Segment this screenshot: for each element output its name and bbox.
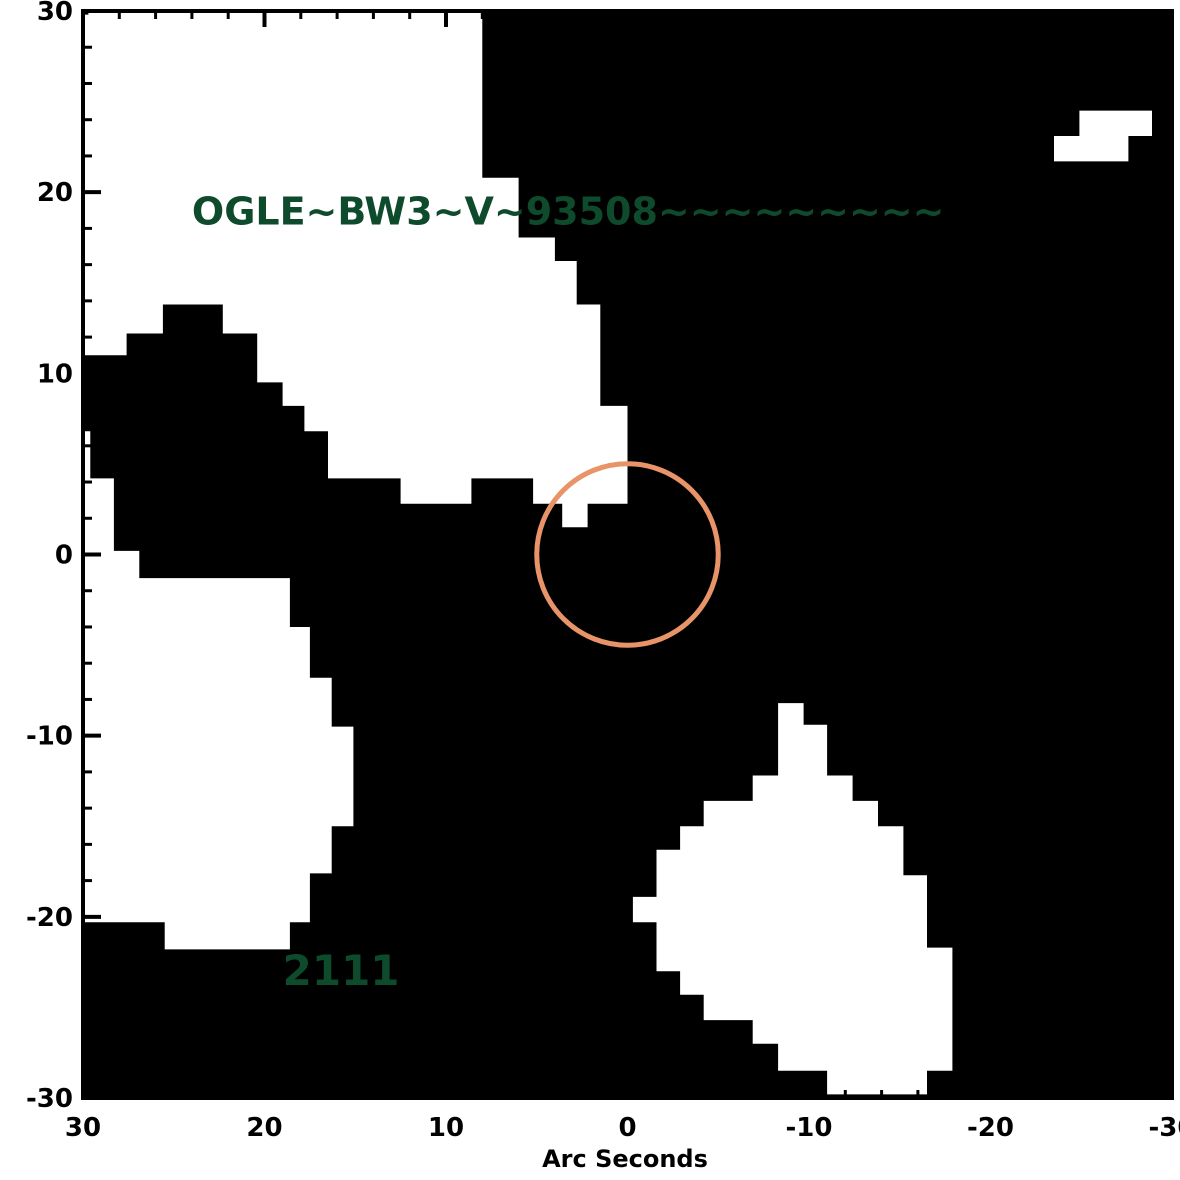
mask-group [83,11,1152,1095]
y-tick-label: 20 [37,178,73,208]
x-tick-label: -30 [1149,1113,1180,1143]
x-tick-label: -20 [967,1113,1014,1143]
mask-region-2 [83,431,354,950]
y-tick-label: 30 [37,0,73,27]
y-tick-label: 10 [37,359,73,389]
mask-region-4 [1054,110,1152,162]
x-axis-title: Arc Seconds [542,1145,708,1173]
x-tick-label: 0 [618,1113,636,1143]
mask-regions [83,11,1172,1098]
x-tick-label: 10 [428,1113,464,1143]
annotation-label: 2111 [283,946,400,995]
y-tick-label: -20 [26,903,73,933]
x-tick-label: -10 [786,1113,833,1143]
y-tick-label: 0 [55,541,73,571]
mask-region-1 [83,11,628,528]
annotation-label: OGLE~BW3~V~93508~~~~~~~~~ [192,189,945,233]
x-tick-label: 20 [246,1113,282,1143]
y-tick-label: -30 [26,1084,73,1114]
annotations: OGLE~BW3~V~93508~~~~~~~~~ 2111 [192,189,945,995]
x-tick-label: 30 [65,1113,101,1143]
aperture-circle [534,461,721,648]
y-tick-label: -10 [26,722,73,752]
mask-region-3 [632,703,953,1095]
